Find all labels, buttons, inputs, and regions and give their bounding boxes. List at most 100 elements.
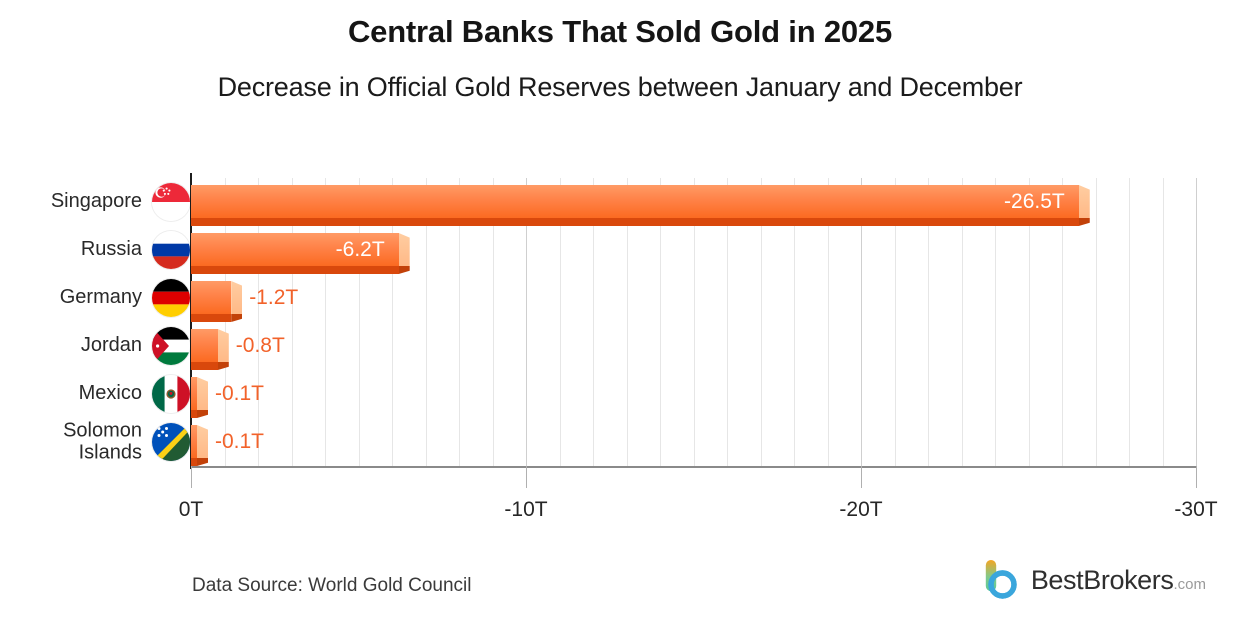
x-axis-line xyxy=(191,466,1197,468)
bar-value-label: -0.1T xyxy=(215,430,265,453)
gridline-minor xyxy=(1029,178,1030,466)
bar-value-label: -0.1T xyxy=(215,382,265,405)
brand-tld-text: .com xyxy=(1173,575,1206,593)
bar-row: Jordan -0.8T xyxy=(0,322,1240,370)
bar-singapore[interactable] xyxy=(191,185,1090,226)
bar-face xyxy=(191,329,218,362)
gridline-minor xyxy=(962,178,963,466)
category-label-jordan: Jordan xyxy=(80,334,142,357)
bar-germany[interactable] xyxy=(191,281,243,322)
bar-end-cap xyxy=(197,377,208,410)
bar-bottom-shadow xyxy=(191,410,197,418)
bar-face xyxy=(191,233,399,266)
brand-name-text: BestBrokers xyxy=(1030,564,1174,595)
bar-end-cap-shadow xyxy=(217,362,229,370)
gridline-minor xyxy=(292,178,293,466)
bar-mexico[interactable] xyxy=(191,377,208,418)
bar-face xyxy=(191,377,197,410)
jordan-flag-icon xyxy=(152,327,190,365)
gridline-minor xyxy=(1129,178,1130,466)
brand-logo[interactable]: BestBrokers.com xyxy=(979,556,1206,604)
singapore-flag-icon xyxy=(152,183,190,221)
gridline-minor xyxy=(895,178,896,466)
bar-row: Singapore -26.5T xyxy=(0,178,1240,226)
bar-value-label: -6.2T xyxy=(335,238,385,261)
gridline-minor xyxy=(1062,178,1063,466)
bar-end-cap-shadow xyxy=(231,314,243,322)
bar-value-label: -26.5T xyxy=(1004,190,1065,213)
x-tick-label: -30T xyxy=(1174,498,1218,521)
bar-row: Solomon Islands -0.1T xyxy=(0,418,1240,466)
gridline-minor xyxy=(493,178,494,466)
bestbrokers-mark-icon xyxy=(979,556,1021,605)
gridline-minor xyxy=(727,178,728,466)
brand-name: BestBrokers.com xyxy=(1031,565,1206,596)
gridline-minor xyxy=(459,178,460,466)
data-source-note: Data Source: World Gold Council xyxy=(192,575,472,596)
x-tick-mark xyxy=(861,466,862,488)
gridline-minor xyxy=(258,178,259,466)
gridline-minor xyxy=(794,178,795,466)
x-tick-label: 0T xyxy=(178,498,204,521)
category-label-singapore: Singapore xyxy=(50,190,142,213)
bar-russia[interactable] xyxy=(191,233,410,274)
category-label-solomon-islands: Solomon Islands xyxy=(63,419,142,463)
x-tick-mark xyxy=(191,466,192,488)
bar-value-label: -0.8T xyxy=(235,334,285,357)
bar-value-label: -1.2T xyxy=(249,286,299,309)
bar-bottom-shadow xyxy=(191,218,1079,226)
bar-end-cap xyxy=(217,329,229,362)
bar-end-cap xyxy=(398,233,410,266)
gridline-minor xyxy=(1163,178,1164,466)
gridline-major xyxy=(861,178,862,466)
gridline-minor xyxy=(694,178,695,466)
category-label-germany: Germany xyxy=(59,286,142,309)
bar-end-cap-shadow xyxy=(398,266,410,274)
gridline-minor xyxy=(828,178,829,466)
gridline-minor xyxy=(325,178,326,466)
bar-solomon-islands[interactable] xyxy=(191,425,208,466)
gridline-minor xyxy=(426,178,427,466)
bar-jordan[interactable] xyxy=(191,329,229,370)
bar-bottom-shadow xyxy=(191,266,399,274)
gridline-minor xyxy=(928,178,929,466)
gridline-minor xyxy=(392,178,393,466)
category-label-russia: Russia xyxy=(80,238,142,261)
gridline-minor xyxy=(560,178,561,466)
gridline-minor xyxy=(627,178,628,466)
bar-end-cap xyxy=(1078,185,1090,218)
bar-face xyxy=(191,425,197,458)
germany-flag-icon xyxy=(152,279,190,317)
bar-end-cap-shadow xyxy=(1078,218,1090,226)
bar-bottom-shadow xyxy=(191,362,218,370)
gridline-minor xyxy=(761,178,762,466)
bar-row: Mexico -0.1T xyxy=(0,370,1240,418)
bar-face xyxy=(191,185,1079,218)
bar-bottom-shadow xyxy=(191,314,232,322)
gridline-minor xyxy=(359,178,360,466)
category-label-mexico: Mexico xyxy=(78,382,142,405)
mexico-flag-icon xyxy=(152,375,190,413)
bar-face xyxy=(191,281,232,314)
bar-row: Russia -6.2T xyxy=(0,226,1240,274)
bar-row: Germany -1.2T xyxy=(0,274,1240,322)
gridline-major xyxy=(1196,178,1197,466)
x-tick-mark xyxy=(526,466,527,488)
bar-bottom-shadow xyxy=(191,458,197,466)
gridline-minor xyxy=(660,178,661,466)
solomon-islands-flag-icon xyxy=(152,423,190,461)
bar-end-cap-shadow xyxy=(197,410,208,418)
bar-end-cap xyxy=(231,281,243,314)
x-tick-label: -10T xyxy=(504,498,548,521)
x-tick-label: -20T xyxy=(839,498,883,521)
bar-end-cap xyxy=(197,425,208,458)
chart-title: Central Banks That Sold Gold in 2025 xyxy=(347,14,893,49)
gridline-minor xyxy=(593,178,594,466)
x-tick-mark xyxy=(1196,466,1197,488)
gridline-major xyxy=(526,178,527,466)
gridline-minor xyxy=(1096,178,1097,466)
bar-end-cap-shadow xyxy=(197,458,208,466)
gridline-minor xyxy=(995,178,996,466)
russia-flag-icon xyxy=(152,231,190,269)
chart-subtitle: Decrease in Official Gold Reserves betwe… xyxy=(217,72,1023,102)
